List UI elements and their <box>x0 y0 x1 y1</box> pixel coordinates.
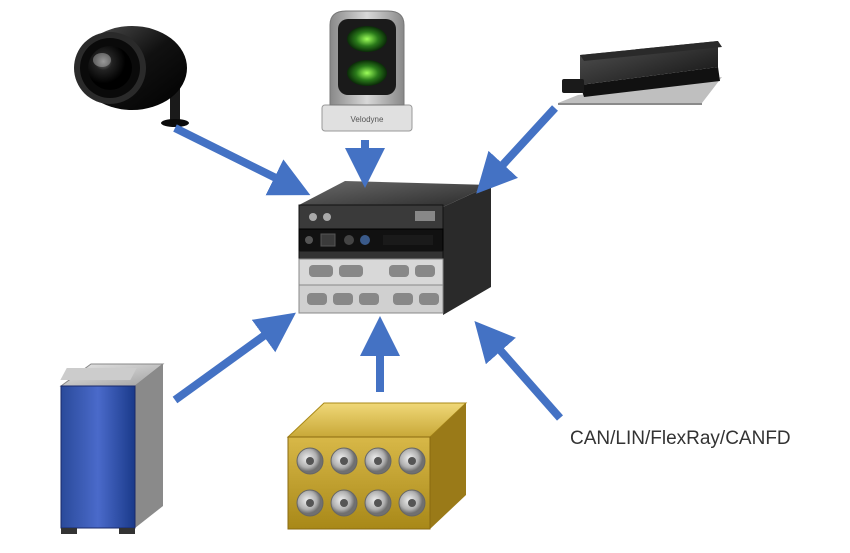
camera-sensor <box>60 18 200 128</box>
central-ecu <box>295 175 495 325</box>
edge-blue-ecu <box>175 322 283 400</box>
bus-protocols-label: CAN/LIN/FlexRay/CANFD <box>570 428 791 450</box>
edge-bus-ecu <box>485 333 560 418</box>
blue-enclosure <box>55 360 170 535</box>
radar-sensor <box>550 35 730 105</box>
lidar-brand-label: Velodyne <box>351 115 384 124</box>
lidar-sensor: Velodyne <box>312 5 422 135</box>
edge-camera-ecu <box>175 128 296 188</box>
edge-radar-ecu <box>487 108 555 182</box>
connector-module <box>280 395 470 535</box>
